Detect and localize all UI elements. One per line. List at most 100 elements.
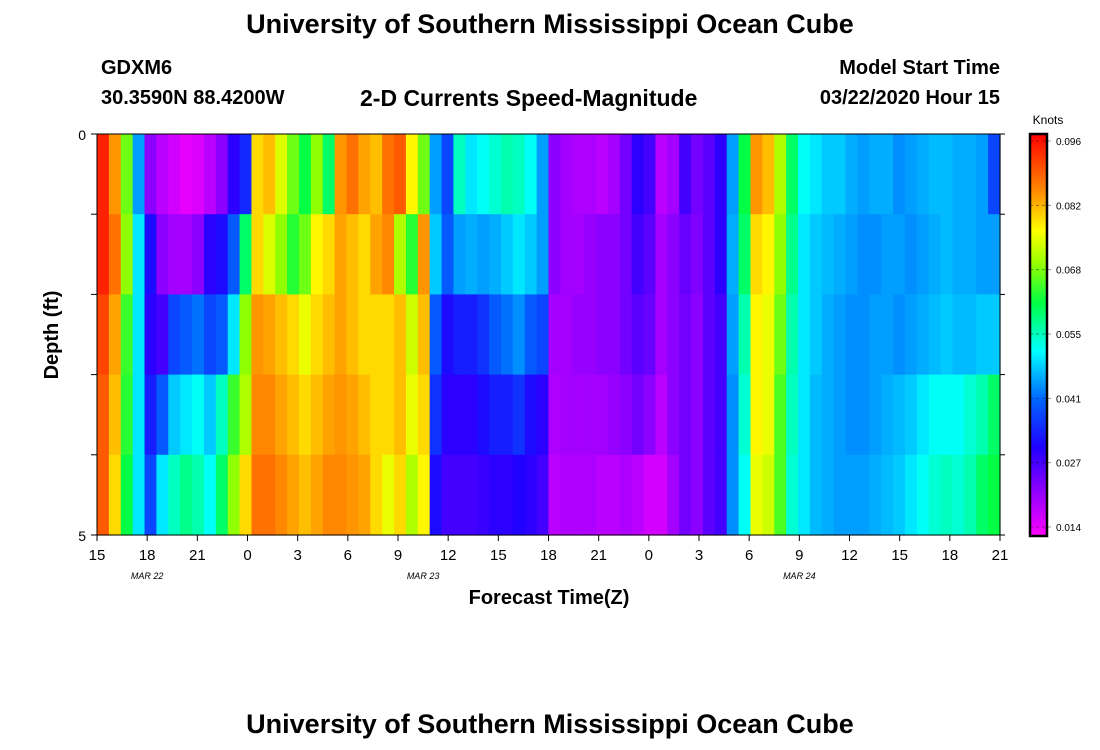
heatmap-cell <box>857 374 870 456</box>
heatmap-cell <box>904 374 918 456</box>
heatmap-cell <box>916 134 930 215</box>
heatmap-cell <box>275 214 288 295</box>
heatmap-cell <box>465 214 478 295</box>
heatmap-cell <box>988 454 1001 536</box>
chart-title: 2-D Currents Speed-Magnitude <box>360 85 698 111</box>
heatmap-cell <box>833 214 847 295</box>
heatmap-cell <box>643 214 657 295</box>
heatmap-cell <box>382 374 395 456</box>
heatmap-cell <box>679 454 692 536</box>
heatmap-cell <box>893 214 906 295</box>
heatmap-cell <box>548 454 561 536</box>
heatmap-cell <box>714 134 728 215</box>
heatmap-cell <box>417 454 431 536</box>
heatmap-cell <box>536 374 550 456</box>
heatmap-cell <box>239 374 253 456</box>
heatmap-cell <box>679 214 692 295</box>
heatmap-cell <box>976 374 989 456</box>
heatmap-cell <box>702 134 716 215</box>
heatmap-cell <box>429 294 443 376</box>
heatmap-cell <box>738 214 752 295</box>
heatmap-cell <box>821 454 835 536</box>
heatmap-cell <box>976 214 989 295</box>
heatmap-cell <box>512 294 526 376</box>
heatmap-cell <box>857 134 870 215</box>
heatmap-cell <box>405 374 419 456</box>
heatmap-cell <box>869 214 882 295</box>
heatmap-cell <box>928 454 942 536</box>
heatmap-cell <box>881 134 894 215</box>
heatmap-cell <box>691 294 704 376</box>
heatmap-cell <box>893 454 906 536</box>
heatmap-cell <box>524 374 538 456</box>
heatmap-cell <box>334 134 348 215</box>
heatmap-cell <box>298 374 312 456</box>
heatmap-cell <box>726 374 740 456</box>
heatmap-cell <box>120 134 134 215</box>
heatmap-cell <box>346 294 359 376</box>
heatmap-cell <box>904 294 918 376</box>
heatmap-cell <box>774 454 787 536</box>
heatmap-cell <box>536 134 550 215</box>
heatmap-cell <box>738 374 752 456</box>
heatmap-cell <box>512 214 526 295</box>
heatmap-cell <box>667 134 680 215</box>
heatmap-cell <box>655 454 668 536</box>
heatmap-cell <box>132 214 146 295</box>
x-date-label: MAR 22 <box>131 571 164 581</box>
heatmap-cell <box>643 374 657 456</box>
heatmap-cell <box>916 294 930 376</box>
heatmap-cell <box>952 454 965 536</box>
heatmap-cell <box>168 214 181 295</box>
heatmap-cell <box>536 214 550 295</box>
heatmap-cell <box>584 374 597 456</box>
heatmap-cell <box>429 134 443 215</box>
heatmap-cell <box>239 134 253 215</box>
heatmap-cell <box>108 294 122 376</box>
heatmap-cell <box>809 374 823 456</box>
heatmap-cell <box>655 294 668 376</box>
heatmap-cell <box>750 374 763 456</box>
heatmap-cell <box>358 454 371 536</box>
heatmap-cell <box>536 454 550 536</box>
heatmap-cell <box>441 134 455 215</box>
heatmap-cell <box>465 454 478 536</box>
heatmap-cell <box>382 214 395 295</box>
colorbar-gradient <box>1028 132 1049 538</box>
heatmap-cell <box>132 294 146 376</box>
heatmap-cell <box>394 214 407 295</box>
heatmap-cell <box>168 374 181 456</box>
heatmap-cell <box>97 374 110 456</box>
heatmap-cell <box>762 214 775 295</box>
heatmap-cell <box>988 294 1001 376</box>
heatmap-cell <box>465 134 478 215</box>
heatmap-cell <box>655 214 668 295</box>
colorbar-tick-label: 0.041 <box>1056 394 1081 405</box>
heatmap-cell <box>334 454 348 536</box>
heatmap-cell <box>631 454 645 536</box>
heatmap-cell <box>584 454 597 536</box>
heatmap-cell <box>97 134 110 215</box>
heatmap-cell <box>952 294 965 376</box>
heatmap-cell <box>726 454 740 536</box>
heatmap-cell <box>298 214 312 295</box>
heatmap-cell <box>631 134 645 215</box>
heatmap-cell <box>976 454 989 536</box>
heatmap-cell <box>394 294 407 376</box>
heatmap-cell <box>192 374 205 456</box>
heatmap-cell <box>203 374 217 456</box>
heatmap-cell <box>988 214 1001 295</box>
heatmap-cell <box>845 134 859 215</box>
heatmap-cell <box>120 294 134 376</box>
heatmap-cell <box>596 374 609 456</box>
heatmap-cell <box>215 374 229 456</box>
heatmap-cell <box>572 134 585 215</box>
heatmap-cell <box>869 294 882 376</box>
heatmap-cell <box>667 374 680 456</box>
heatmap-cell <box>156 454 169 536</box>
heatmap-cell <box>607 134 621 215</box>
heatmap-cell <box>964 294 977 376</box>
x-tick-label: 12 <box>841 547 858 564</box>
heatmap-cell <box>108 454 122 536</box>
heatmap-cell <box>500 294 514 376</box>
